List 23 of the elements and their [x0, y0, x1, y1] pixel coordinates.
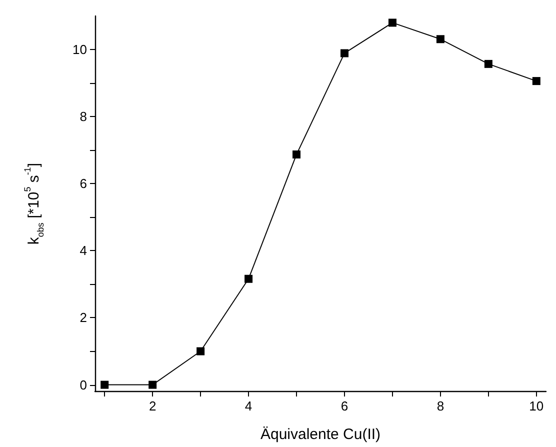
point — [484, 60, 492, 68]
point — [340, 49, 348, 58]
point — [100, 380, 109, 389]
point — [292, 150, 301, 158]
point — [436, 35, 444, 44]
y-tick-label: 2 — [80, 310, 87, 326]
x-tick-label: 8 — [436, 398, 444, 414]
x-tick-label: 2 — [148, 398, 156, 414]
y-tick-label: 8 — [80, 109, 87, 124]
point — [532, 77, 540, 86]
point — [148, 380, 157, 389]
y-tick-label: 0 — [80, 377, 87, 392]
y-tick-label: 6 — [80, 176, 87, 192]
y-axis-title: kobs [*105 s-1] — [22, 162, 46, 245]
point — [388, 18, 396, 27]
x-axis-title: Äquivalente Cu(II) — [260, 426, 381, 443]
x-tick-label: 4 — [244, 398, 252, 414]
x-tick-label: 10 — [529, 398, 544, 414]
y-tick-label: 10 — [72, 42, 87, 58]
point — [196, 347, 205, 356]
y-tick-label: 4 — [80, 243, 87, 258]
x-tick-label: 6 — [340, 398, 348, 414]
point — [244, 274, 253, 283]
